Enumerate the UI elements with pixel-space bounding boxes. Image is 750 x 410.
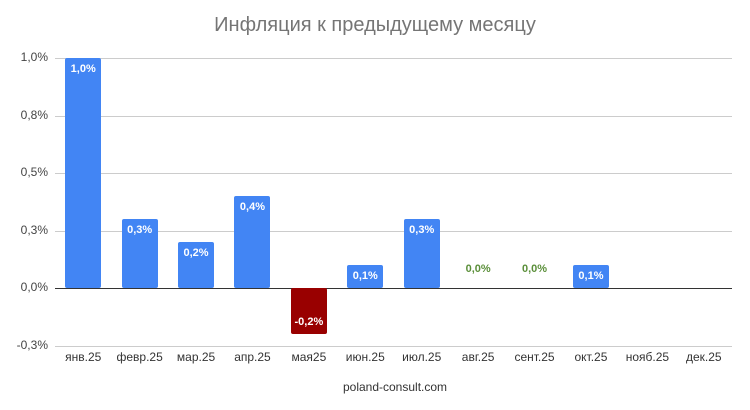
gridline (55, 346, 732, 347)
bar (178, 242, 215, 288)
x-tick-label: июн.25 (345, 350, 385, 364)
y-tick-label: -0,3% (16, 338, 48, 352)
x-tick-label: сент.25 (514, 350, 555, 364)
data-label: 0,4% (239, 201, 265, 213)
x-tick-label: июл.25 (402, 350, 442, 364)
x-tick-label: нояб.25 (625, 350, 670, 364)
data-label: 0,0% (465, 263, 491, 275)
gridline (55, 173, 732, 174)
zero-axis-line (55, 288, 732, 289)
data-label: 0,0% (521, 263, 548, 275)
data-label: 0,1% (352, 270, 378, 282)
bar (121, 219, 158, 288)
gridline (55, 116, 732, 117)
bar (65, 58, 102, 288)
x-tick-label: дек.25 (685, 350, 722, 364)
x-tick-label: авг.25 (461, 350, 495, 364)
bar (403, 219, 440, 288)
bar (234, 196, 271, 288)
y-tick-label: 0,0% (20, 280, 48, 294)
x-tick-label: окт.25 (574, 350, 608, 364)
x-tick-label: мар.25 (176, 350, 216, 364)
bar (572, 265, 609, 288)
chart-title: Инфляция к предыдущему месяцу (214, 14, 536, 36)
y-tick-label: 0,3% (20, 223, 48, 237)
bar (347, 265, 384, 288)
data-label: 0,3% (409, 224, 435, 236)
bar (290, 288, 327, 334)
y-tick-label: 1,0% (20, 50, 48, 64)
gridline (55, 58, 732, 59)
y-tick-label: 0,8% (20, 108, 48, 122)
source-label: poland-consult.com (342, 380, 448, 394)
x-tick-label: февр.25 (116, 350, 163, 364)
gridline (55, 231, 732, 232)
data-label: 0,3% (127, 224, 153, 236)
data-label: 0,1% (578, 270, 604, 282)
data-label: 1,0% (70, 63, 96, 75)
x-tick-label: мая25 (291, 350, 327, 364)
x-tick-label: апр.25 (234, 350, 271, 364)
x-tick-label: янв.25 (65, 350, 102, 364)
y-tick-label: 0,5% (20, 165, 48, 179)
data-label: -0,2% (294, 316, 324, 328)
data-label: 0,2% (183, 247, 209, 259)
